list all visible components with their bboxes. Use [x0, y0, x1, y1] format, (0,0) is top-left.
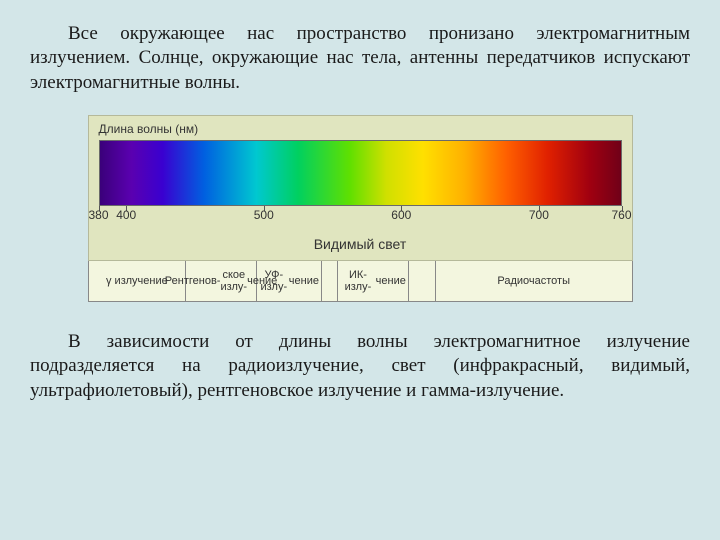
- em-band-row: γ излучениеРентгенов-ское излу-чениеУФ-и…: [88, 261, 633, 302]
- axis-title: Видимый свет: [99, 236, 622, 252]
- axis-tick-label: 760: [611, 208, 631, 222]
- visible-spectrum-bar: [99, 140, 622, 206]
- wavelength-axis: 380400500600700760: [99, 206, 622, 224]
- band-gap: [409, 261, 436, 301]
- spectrum-figure: Длина волны (нм) 380 400 500 600 700 760 Види…: [88, 115, 633, 302]
- em-band: Радиочастоты: [436, 261, 631, 301]
- wavelength-label: Длина волны (нм): [99, 122, 622, 136]
- em-band: УФ-излу-чение: [257, 261, 322, 301]
- em-band: ИК-излу-чение: [338, 261, 409, 301]
- em-band: Рентгенов-ское излу-чение: [186, 261, 257, 301]
- intro-paragraph: Все окружающее нас пространство пронизан…: [30, 22, 690, 95]
- axis-tick-label: 380: [88, 208, 108, 222]
- axis-tick-label: 600: [391, 208, 411, 222]
- spectrum-upper-panel: Длина волны (нм) 380 400 500 600 700 760 Види…: [88, 115, 633, 261]
- axis-tick-label: 500: [254, 208, 274, 222]
- classification-paragraph: В зависимости от длины волны электромагн…: [30, 330, 690, 403]
- axis-tick-label: 400: [116, 208, 136, 222]
- band-gap: [322, 261, 338, 301]
- axis-tick-label: 700: [529, 208, 549, 222]
